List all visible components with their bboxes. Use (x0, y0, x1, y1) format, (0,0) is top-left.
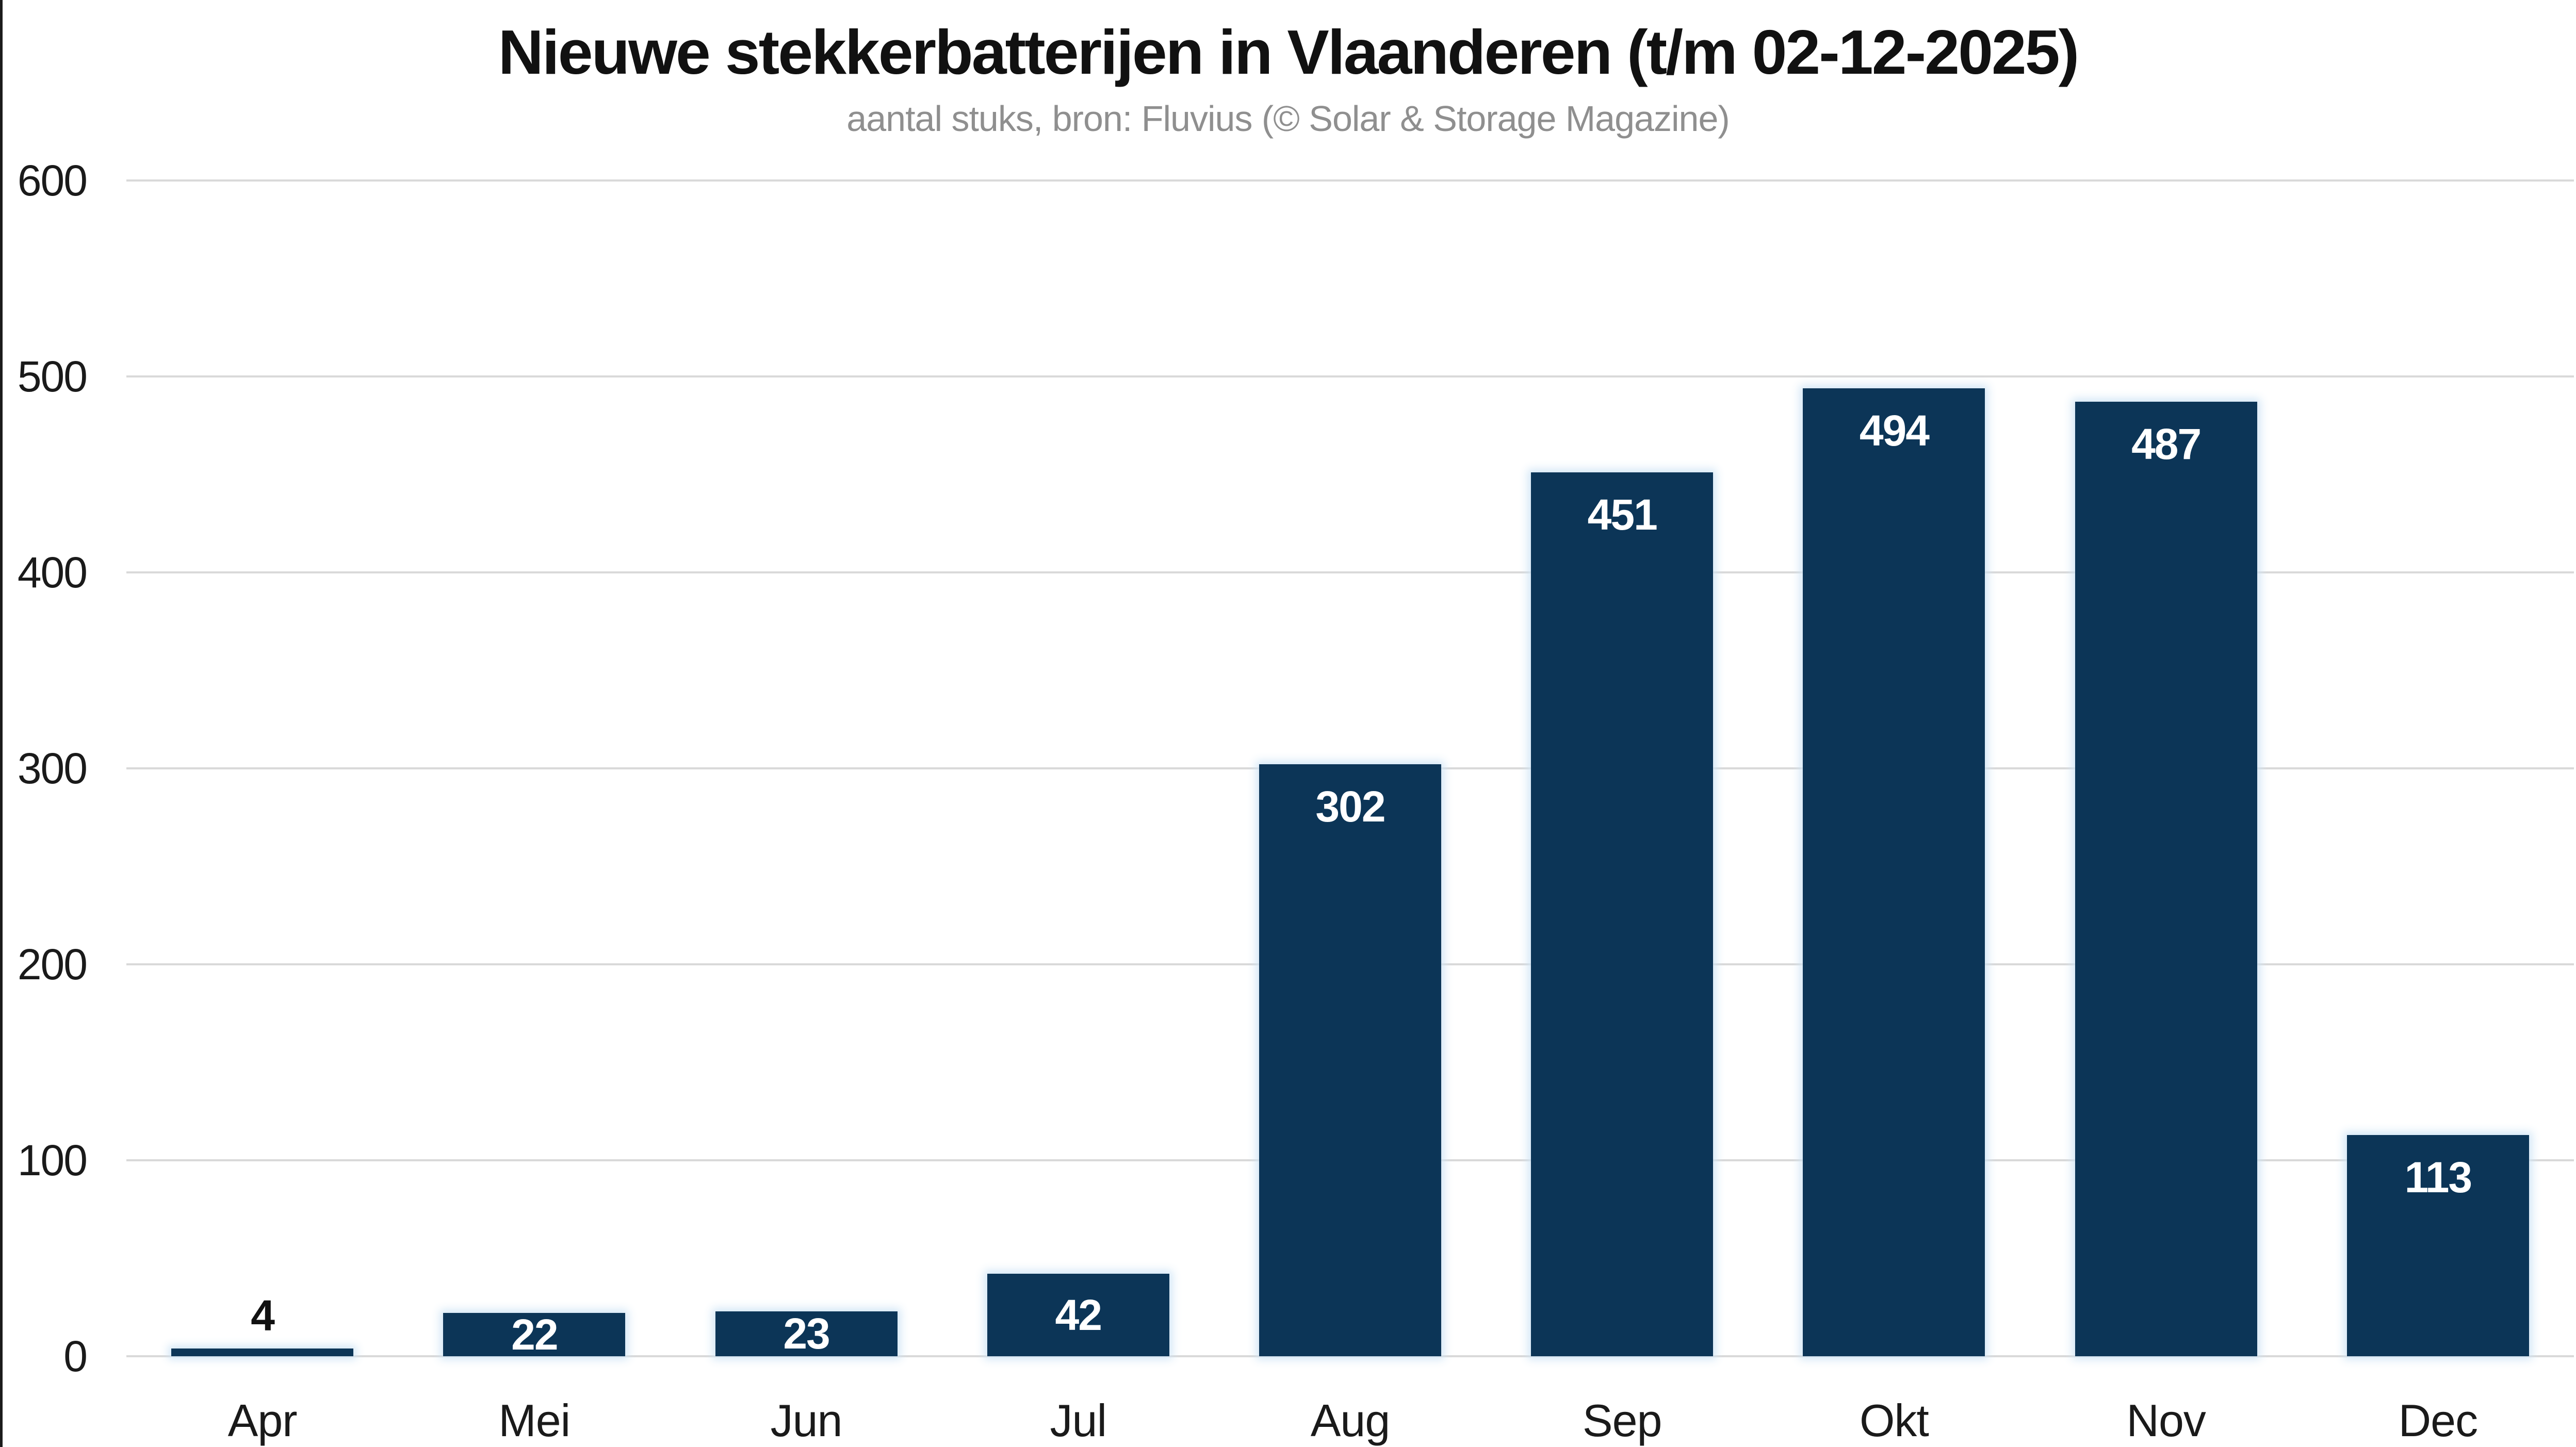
bar-value-label-okt: 494 (1859, 406, 1930, 455)
y-tick-label-300: 300 (17, 744, 88, 793)
bar-sep (1531, 472, 1714, 1356)
bar-value-label-dec: 113 (2404, 1153, 2473, 1202)
y-tick-label-400: 400 (17, 548, 88, 597)
x-tick-label-sep: Sep (1582, 1395, 1662, 1446)
bar-jun (715, 1311, 898, 1356)
left-border-line (0, 0, 3, 1447)
x-tick-label-jul: Jul (1050, 1395, 1107, 1446)
bar-jul (987, 1274, 1169, 1356)
bar-okt (1803, 388, 1985, 1356)
gridline-600 (126, 179, 2574, 182)
bar-value-label-jun: 23 (783, 1309, 830, 1358)
y-tick-label-600: 600 (17, 156, 88, 205)
bar-value-label-nov: 487 (2131, 420, 2202, 469)
y-tick-label-0: 0 (63, 1332, 88, 1380)
bar-mei (443, 1313, 626, 1356)
bar-nov (2075, 402, 2257, 1356)
x-tick-label-aug: Aug (1310, 1395, 1391, 1446)
x-tick-label-mei: Mei (498, 1395, 570, 1446)
x-tick-label-apr: Apr (227, 1395, 298, 1446)
y-tick-label-200: 200 (17, 940, 88, 989)
x-tick-label-nov: Nov (2126, 1395, 2206, 1446)
gridline-0 (126, 1355, 2574, 1357)
x-tick-label-dec: Dec (2398, 1395, 2479, 1446)
y-tick-label-500: 500 (17, 352, 88, 401)
bar-aug (1259, 764, 1441, 1356)
gridline-500 (126, 375, 2574, 377)
bar-value-label-sep: 451 (1587, 490, 1658, 539)
bar-apr (171, 1348, 354, 1356)
bar-value-label-jul: 42 (1055, 1291, 1102, 1340)
bar-value-label-aug: 302 (1315, 782, 1385, 831)
x-tick-label-jun: Jun (770, 1395, 843, 1446)
bar-value-label-apr: 4 (251, 1291, 275, 1340)
x-tick-label-okt: Okt (1859, 1395, 1929, 1446)
chart-title: Nieuwe stekkerbatterijen in Vlaanderen (… (498, 17, 2080, 87)
chart-subtitle: aantal stuks, bron: Fluvius (© Solar & S… (846, 98, 1730, 139)
bar-dec (2346, 1134, 2529, 1356)
bar-value-label-mei: 22 (511, 1310, 558, 1359)
y-tick-label-100: 100 (17, 1136, 88, 1185)
gridline-400 (126, 571, 2574, 573)
